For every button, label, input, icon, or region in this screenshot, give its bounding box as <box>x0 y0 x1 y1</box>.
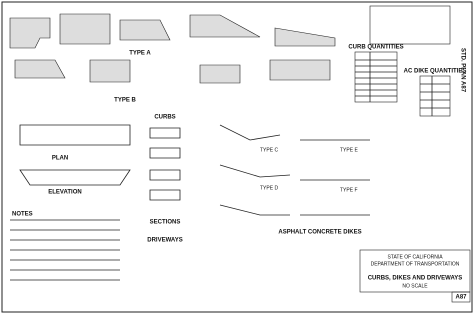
agency: STATE OF CALIFORNIA <box>387 254 443 260</box>
type-label: TYPE F <box>340 187 358 193</box>
type-label: TYPE D <box>260 185 278 191</box>
department: DEPARTMENT OF TRANSPORTATION <box>371 261 460 267</box>
sheet-number: A87 <box>455 295 467 301</box>
line-work <box>9 5 471 303</box>
table-title: AC DIKE QUANTITIES <box>404 69 467 75</box>
sheet-title: CURBS, DIKES AND DRIVEWAYS <box>368 276 463 282</box>
type-label: TYPE C <box>260 147 278 153</box>
scale: NO SCALE <box>402 283 428 289</box>
notes-heading: NOTES <box>12 212 33 218</box>
section-label: SECTIONS <box>150 220 181 226</box>
section-label: CURBS <box>154 115 175 121</box>
type-label: TYPE E <box>340 147 358 153</box>
side-title: STD. PLAN A87 <box>459 48 465 93</box>
table-title: CURB QUANTITIES <box>348 45 403 51</box>
section-label: TYPE A <box>129 51 151 57</box>
section-label: DRIVEWAYS <box>147 238 182 244</box>
view-label: PLAN <box>52 156 68 162</box>
section-label: ASPHALT CONCRETE DIKES <box>278 230 361 236</box>
section-label: TYPE B <box>114 98 136 104</box>
view-label: ELEVATION <box>48 190 81 196</box>
